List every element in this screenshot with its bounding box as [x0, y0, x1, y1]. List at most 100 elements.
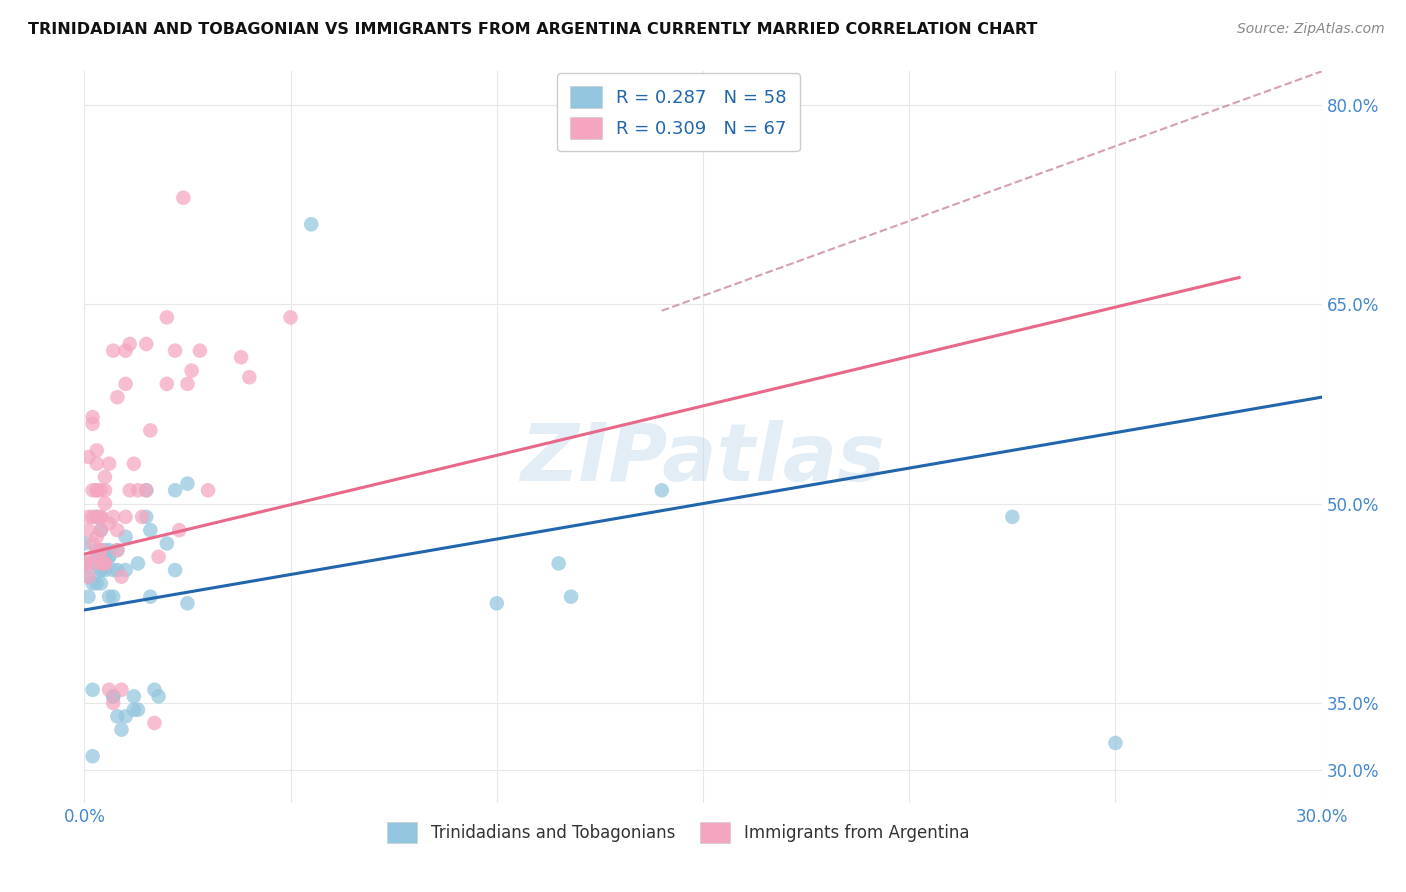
Point	[238, 370, 260, 384]
Point	[77, 509, 100, 524]
Point	[188, 343, 211, 358]
Point	[103, 563, 125, 577]
Point	[98, 457, 121, 471]
Point	[114, 709, 136, 723]
Point	[156, 376, 179, 391]
Point	[82, 536, 104, 550]
Point	[86, 443, 108, 458]
Point	[280, 310, 302, 325]
Point	[90, 509, 112, 524]
Point	[114, 509, 136, 524]
Point	[127, 483, 149, 498]
Point	[143, 716, 166, 731]
Point	[110, 682, 132, 697]
Point	[114, 530, 136, 544]
Point	[105, 523, 128, 537]
Point	[156, 310, 179, 325]
Point	[114, 343, 136, 358]
Point	[90, 523, 112, 537]
Point	[105, 390, 128, 404]
Point	[139, 590, 162, 604]
Point	[82, 682, 104, 697]
Text: TRINIDADIAN AND TOBAGONIAN VS IMMIGRANTS FROM ARGENTINA CURRENTLY MARRIED CORREL: TRINIDADIAN AND TOBAGONIAN VS IMMIGRANTS…	[28, 22, 1038, 37]
Point	[90, 483, 112, 498]
Point	[82, 483, 104, 498]
Point	[82, 417, 104, 431]
Point	[90, 557, 112, 571]
Point	[165, 563, 187, 577]
Point	[229, 351, 252, 365]
Point	[82, 410, 104, 425]
Point	[103, 696, 125, 710]
Point	[94, 557, 117, 571]
Point	[131, 509, 153, 524]
Point	[94, 557, 117, 571]
Point	[98, 549, 121, 564]
Point	[73, 557, 96, 571]
Point	[82, 749, 104, 764]
Point	[86, 509, 108, 524]
Legend: Trinidadians and Tobagonians, Immigrants from Argentina: Trinidadians and Tobagonians, Immigrants…	[381, 815, 976, 849]
Point	[94, 557, 117, 571]
Point	[105, 563, 128, 577]
Text: Source: ZipAtlas.com: Source: ZipAtlas.com	[1237, 22, 1385, 37]
Point	[197, 483, 219, 498]
Point	[135, 337, 157, 351]
Point	[73, 557, 96, 571]
Point	[143, 682, 166, 697]
Point	[90, 563, 112, 577]
Point	[98, 543, 121, 558]
Point	[299, 217, 322, 231]
Point	[103, 590, 125, 604]
Point	[560, 590, 582, 604]
Point	[82, 557, 104, 571]
Point	[118, 483, 141, 498]
Point	[167, 523, 190, 537]
Point	[98, 549, 121, 564]
Point	[82, 509, 104, 524]
Point	[148, 690, 170, 704]
Point	[94, 483, 117, 498]
Point	[105, 543, 128, 558]
Point	[165, 483, 187, 498]
Point	[94, 543, 117, 558]
Point	[94, 470, 117, 484]
Point	[127, 557, 149, 571]
Point	[98, 516, 121, 531]
Point	[103, 690, 125, 704]
Point	[90, 509, 112, 524]
Point	[139, 424, 162, 438]
Point	[82, 549, 104, 564]
Point	[86, 549, 108, 564]
Point	[77, 523, 100, 537]
Point	[90, 576, 112, 591]
Point	[110, 723, 132, 737]
Point	[77, 570, 100, 584]
Point	[98, 590, 121, 604]
Point	[176, 376, 198, 391]
Point	[1001, 509, 1024, 524]
Point	[135, 483, 157, 498]
Point	[94, 549, 117, 564]
Point	[135, 509, 157, 524]
Point	[94, 497, 117, 511]
Point	[86, 483, 108, 498]
Point	[148, 549, 170, 564]
Point	[176, 476, 198, 491]
Point	[1104, 736, 1126, 750]
Point	[90, 543, 112, 558]
Point	[103, 509, 125, 524]
Point	[180, 363, 202, 377]
Point	[98, 682, 121, 697]
Point	[651, 483, 673, 498]
Point	[86, 576, 108, 591]
Point	[82, 557, 104, 571]
Point	[485, 596, 508, 610]
Point	[90, 563, 112, 577]
Point	[122, 703, 145, 717]
Point	[127, 703, 149, 717]
Text: ZIPatlas: ZIPatlas	[520, 420, 886, 498]
Point	[86, 543, 108, 558]
Point	[105, 543, 128, 558]
Point	[77, 450, 100, 464]
